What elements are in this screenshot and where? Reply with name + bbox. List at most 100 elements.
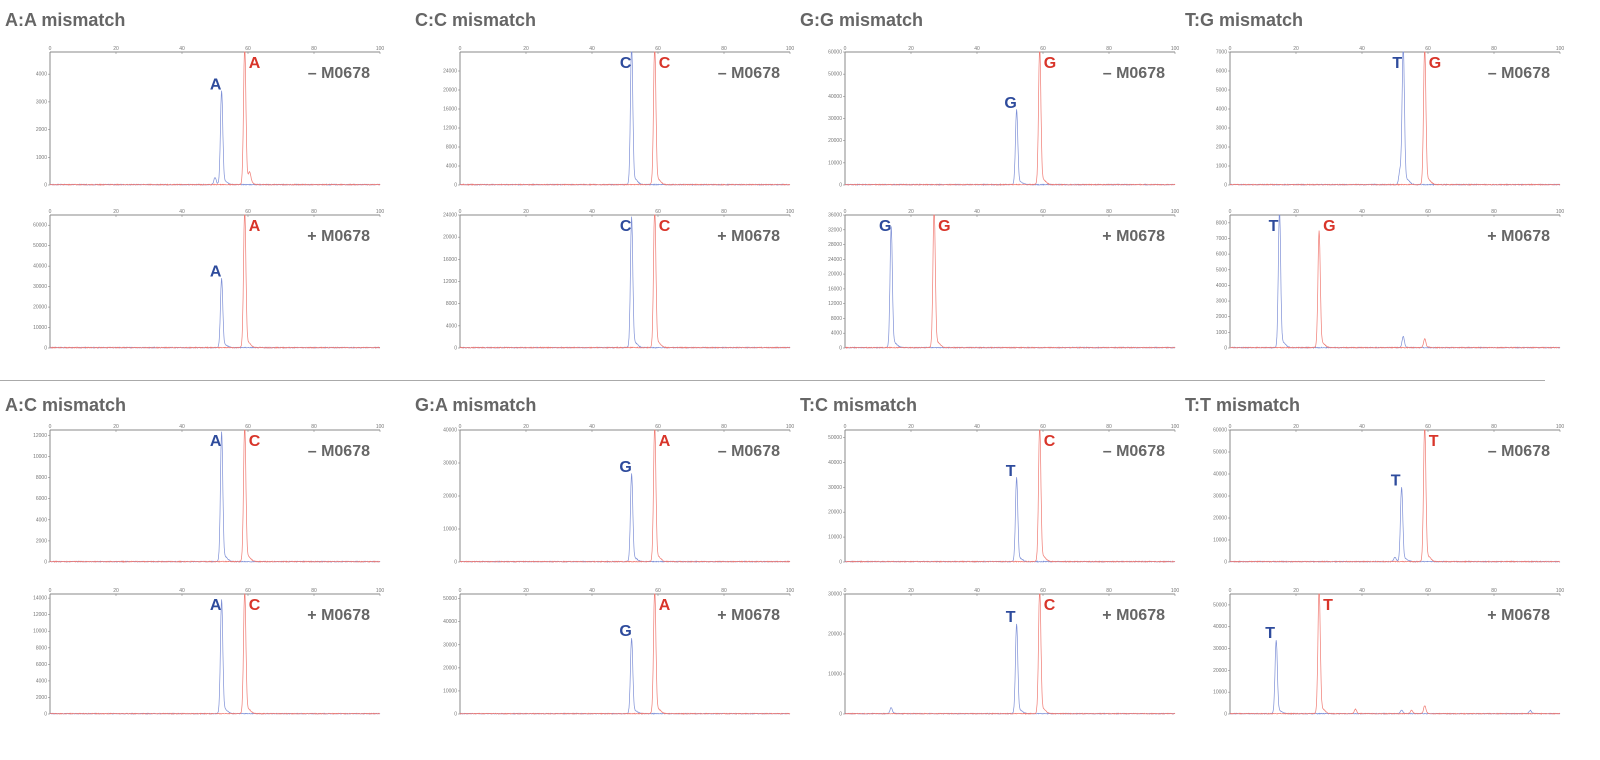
electropherogram: 0 20 40 60 80 100 0 2000 4000 6000 8000 10000 12000 1… [33,588,385,718]
x-tick-label: 20 [908,588,914,594]
base-label-red: T [1429,433,1439,450]
electropherogram: 0 20 40 60 80 100 0 10000 20000 30000 40000 50000 60… [828,46,1179,189]
x-tick-label: 100 [786,588,795,594]
x-tick-label: 80 [1491,588,1497,594]
red-trace [459,593,791,715]
x-tick-label: 100 [1556,46,1565,52]
x-tick-label: 0 [1229,46,1232,52]
y-tick-label: 12000 [443,126,457,132]
x-tick-label: 0 [844,424,847,430]
y-tick-label: 0 [44,712,47,718]
y-tick-label: 30000 [1213,646,1227,652]
condition-label: – M0678 [308,443,370,460]
red-trace [844,214,1176,349]
y-tick-label: 3000 [1216,299,1227,305]
x-tick-label: 100 [786,46,795,52]
y-tick-label: 0 [44,183,47,189]
x-tick-label: 100 [376,588,385,594]
y-tick-label: 0 [839,183,842,189]
x-tick-label: 80 [1491,46,1497,52]
y-tick-label: 2000 [1216,145,1227,151]
electropherogram: 0 20 40 60 80 100 0 10000 20000 30000 40000 50000 60… [33,209,384,352]
x-tick-label: 40 [179,588,185,594]
y-tick-label: 0 [839,560,842,566]
y-tick-label: 20000 [33,305,47,311]
x-tick-label: 20 [1293,424,1299,430]
y-tick-label: 24000 [443,69,457,75]
y-tick-label: 30000 [443,461,457,467]
x-tick-label: 60 [1040,209,1046,215]
y-tick-label: 6000 [36,662,47,668]
base-label-blue: T [1006,463,1016,480]
y-tick-label: 30000 [828,116,842,122]
y-tick-label: 20000 [828,138,842,144]
condition-label: – M0678 [718,65,780,82]
x-tick-label: 100 [1171,424,1180,430]
x-tick-label: 60 [1040,46,1046,52]
base-label-red: C [249,433,261,450]
x-tick-label: 40 [589,46,595,52]
blue-trace [459,638,790,715]
blue-trace [459,473,791,563]
y-tick-label: 40000 [33,264,47,270]
y-tick-label: 50000 [1213,602,1227,608]
base-label-blue: A [210,597,222,614]
base-label-red: A [249,55,261,72]
y-tick-label: 0 [44,346,47,352]
y-tick-label: 12000 [828,301,842,307]
y-tick-label: 6000 [1216,69,1227,75]
y-tick-label: 50000 [443,596,457,602]
base-label-blue: C [620,218,632,235]
y-tick-label: 20000 [828,510,842,516]
blue-trace [1229,487,1561,563]
x-tick-label: 80 [1106,46,1112,52]
y-tick-label: 40000 [1213,624,1227,630]
base-label-blue: G [619,459,631,476]
y-tick-label: 7000 [1216,50,1227,56]
x-tick-label: 60 [1425,46,1431,52]
y-tick-label: 16000 [443,107,457,113]
x-tick-label: 100 [1556,209,1565,215]
x-tick-label: 60 [245,46,251,52]
y-tick-label: 50000 [33,243,47,249]
x-tick-label: 80 [311,46,317,52]
x-tick-label: 0 [1229,588,1232,594]
base-label-red: G [1323,218,1335,235]
panel-title: T:C mismatch [800,395,918,415]
x-tick-label: 40 [974,46,980,52]
x-tick-label: 40 [589,424,595,430]
x-tick-label: 100 [1171,209,1180,215]
y-tick-label: 12000 [33,433,47,439]
y-tick-label: 24000 [443,213,457,219]
red-trace [845,429,1176,563]
x-tick-label: 60 [655,209,661,215]
x-tick-label: 40 [1359,588,1365,594]
y-tick-label: 8000 [831,316,842,322]
base-label-red: G [938,218,950,235]
y-tick-label: 3000 [1216,126,1227,132]
y-tick-label: 40000 [828,460,842,466]
x-tick-label: 100 [786,209,795,215]
y-tick-label: 5000 [1216,267,1227,273]
red-trace [49,51,381,186]
x-tick-label: 0 [49,424,52,430]
red-trace [49,214,381,349]
y-tick-label: 24000 [828,257,842,263]
blue-trace [845,109,1176,186]
x-tick-label: 100 [1171,588,1180,594]
condition-label: – M0678 [1103,443,1165,460]
x-tick-label: 20 [523,588,529,594]
y-tick-label: 50000 [1213,450,1227,456]
blue-trace [50,90,381,186]
y-tick-label: 20000 [443,235,457,241]
base-label-blue: C [620,55,632,72]
y-tick-label: 4000 [446,323,457,329]
panel-group: G:A mismatch 0 20 40 60 80 100 0 10000 20000 30000… [415,385,805,760]
y-tick-label: 4000 [1216,283,1227,289]
x-tick-label: 0 [49,209,52,215]
x-tick-label: 60 [1425,588,1431,594]
x-tick-label: 40 [179,46,185,52]
x-tick-label: 20 [908,209,914,215]
base-label-red: C [1044,597,1056,614]
x-tick-label: 80 [311,424,317,430]
